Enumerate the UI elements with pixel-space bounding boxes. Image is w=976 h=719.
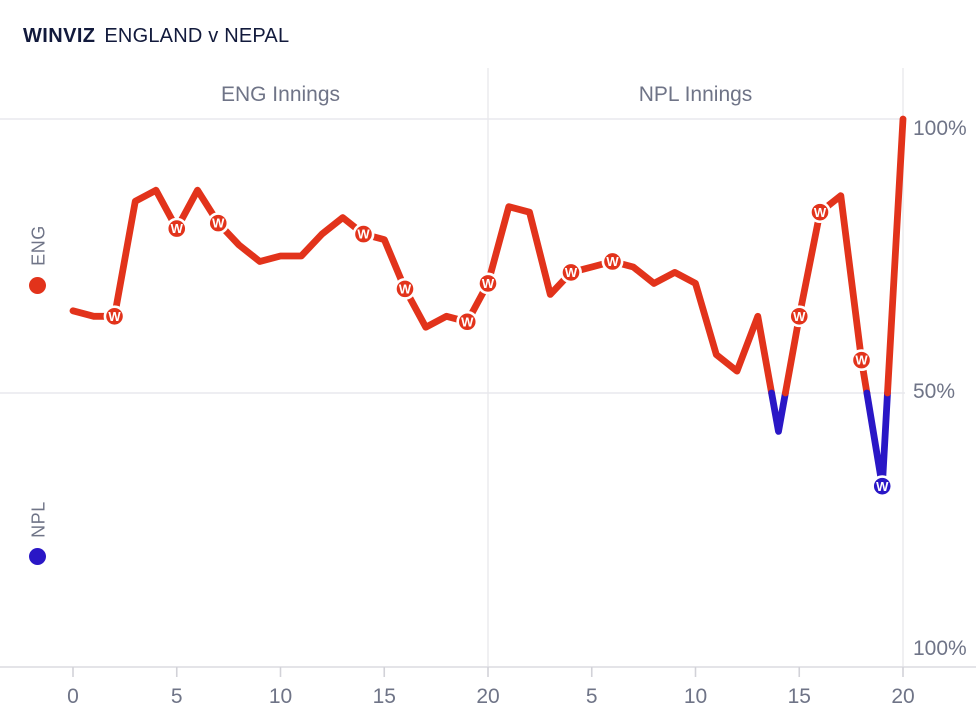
wicket-marker-letter: W [793, 309, 806, 324]
x-tick-label: 5 [171, 685, 183, 708]
wicket-marker-letter: W [606, 254, 619, 269]
wicket-marker-letter: W [482, 276, 495, 291]
wicket-marker: W [809, 201, 831, 224]
header: WINVIZ ENGLAND v NEPAL [23, 25, 289, 48]
wicket-marker-letter: W [565, 265, 578, 280]
wicket-marker: W [560, 261, 582, 284]
wicket-marker: W [601, 250, 624, 273]
wicket-marker-circle [456, 310, 479, 333]
eng-innings-label: ENG Innings [220, 83, 341, 106]
wicket-marker-circle [207, 212, 230, 235]
x-tick-label: 15 [373, 685, 396, 708]
wicket-marker-circle [560, 261, 582, 284]
wicket-marker-circle [477, 272, 499, 295]
wicket-marker-letter: W [212, 216, 225, 231]
wicket-marker-circle [850, 349, 873, 372]
wicket-marker-circle [394, 277, 416, 300]
x-axis: 0 5 10 15 20 5 10 15 20 [0, 666, 976, 708]
wicket-marker-letter: W [357, 227, 370, 242]
npl-innings-label: NPL Innings [638, 83, 753, 106]
eng-favored-segment [884, 115, 907, 397]
legend-eng-dot [29, 277, 46, 294]
x-tick-label: 20 [891, 685, 914, 708]
wicket-marker: W [788, 305, 811, 328]
y-axis-label-top-100: 100% [913, 117, 967, 140]
x-tick-label: 5 [586, 685, 598, 708]
wicket-marker-letter: W [855, 353, 868, 368]
wicket-marker-circle [788, 305, 811, 328]
x-tick-label: 0 [67, 685, 79, 708]
wicket-marker-letter: W [399, 281, 412, 296]
npl-favored-segment [768, 389, 789, 435]
wicket-marker-letter: W [814, 205, 827, 220]
wicket-marker-circle [809, 201, 831, 224]
wicket-marker: W [103, 305, 126, 328]
npl-favored-segment [863, 389, 891, 490]
wicket-marker-circle [165, 217, 188, 240]
wicket-marker: W [477, 272, 499, 295]
wicket-marker-letter: W [876, 479, 889, 494]
wicket-marker-circle [871, 475, 894, 498]
wicket-markers: W W W W W W W W W W W W W [103, 201, 894, 498]
wicket-marker: W [352, 223, 375, 245]
x-tick-label: 20 [476, 685, 499, 708]
wicket-marker-letter: W [461, 314, 474, 329]
wicket-marker-circle [601, 250, 624, 273]
eng-favored-segment [69, 186, 775, 397]
wicket-marker: W [456, 310, 479, 333]
match-title: ENGLAND v NEPAL [104, 25, 290, 47]
wicket-marker: W [850, 349, 873, 372]
wicket-marker: W [165, 217, 188, 240]
wicket-marker-circle [103, 305, 126, 328]
wicket-marker: W [394, 277, 416, 300]
wicket-marker-letter: W [171, 221, 184, 236]
x-tick-label: 15 [788, 685, 811, 708]
winviz-brand: WINVIZ [23, 25, 96, 47]
x-tick-label: 10 [269, 685, 292, 708]
legend-npl-dot [29, 548, 46, 565]
y-axis-label-50: 50% [913, 380, 956, 403]
x-tick-label: 10 [684, 685, 707, 708]
wicket-marker-letter: W [108, 309, 121, 324]
wicket-marker: W [207, 212, 230, 235]
wicket-marker: W [871, 475, 894, 498]
wicket-marker-circle [352, 223, 375, 245]
y-axis-label-bottom-100: 100% [913, 637, 967, 660]
